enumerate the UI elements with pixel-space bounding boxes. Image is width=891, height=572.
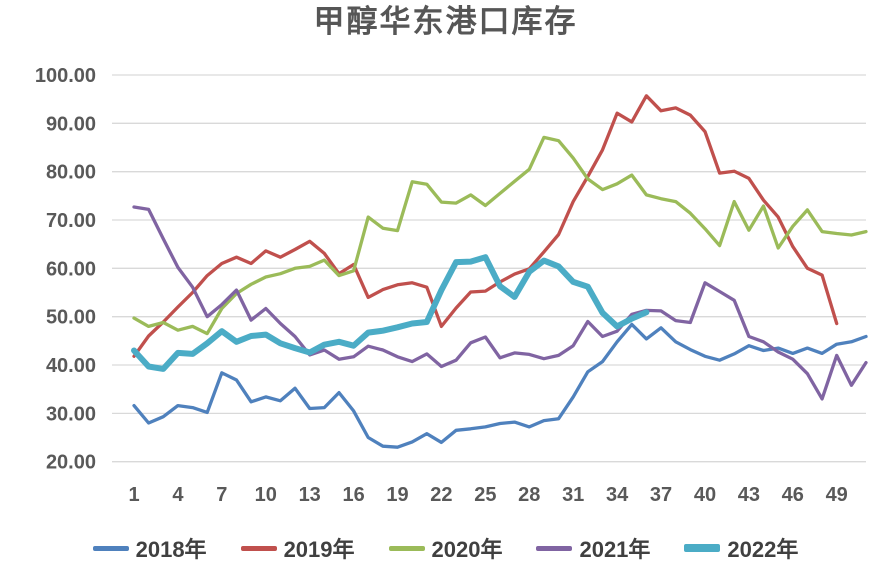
- y-tick-label: 20.00: [46, 452, 96, 474]
- legend-swatch-2020年: [388, 545, 425, 551]
- x-tick-label: 19: [386, 484, 408, 506]
- x-tick-label: 37: [650, 484, 672, 506]
- chart-title: 甲醇华东港口库存: [313, 4, 578, 39]
- legend-swatch-2018年: [92, 545, 129, 551]
- x-tick-label: 46: [782, 484, 804, 506]
- series-line-2020年: [132, 135, 868, 336]
- x-tick-label: 31: [562, 484, 584, 506]
- legend-swatch-2022年: [684, 544, 721, 552]
- legend-item-2019年: 2019年: [240, 532, 355, 564]
- legend-item-2021年: 2021年: [536, 532, 650, 564]
- legend-label: 2018年: [135, 537, 207, 562]
- legend-item-2018年: 2018年: [92, 532, 207, 564]
- y-tick-label: 50.00: [46, 307, 96, 329]
- legend-label: 2021年: [579, 537, 651, 562]
- x-tick-label: 28: [518, 484, 540, 506]
- x-tick-label: 25: [474, 484, 496, 506]
- legend-swatch-2021年: [536, 545, 573, 551]
- y-tick-label: 90.00: [46, 113, 96, 135]
- series-line-2018年: [132, 322, 868, 449]
- legend-swatch-2019年: [240, 545, 277, 551]
- series-line-2021年: [132, 205, 868, 401]
- legend-item-2022年: 2022年: [684, 532, 798, 564]
- y-tick-label: 60.00: [46, 258, 96, 280]
- x-tick-label: 10: [255, 484, 277, 506]
- legend: 2018年 2019年 2020年 2021年 2022年: [0, 528, 891, 568]
- x-tick-label: 22: [430, 484, 452, 506]
- y-tick-label: 30.00: [46, 403, 96, 425]
- series-line-2019年: [132, 94, 839, 358]
- x-tick-label: 7: [216, 484, 227, 506]
- legend-label: 2022年: [727, 537, 799, 562]
- y-tick-label: 40.00: [46, 355, 96, 377]
- x-tick-label: 40: [694, 484, 716, 506]
- x-tick-label: 49: [826, 484, 848, 506]
- x-tick-label: 13: [299, 484, 321, 506]
- x-tick-label: 43: [738, 484, 760, 506]
- x-tick-label: 4: [172, 484, 184, 506]
- series-line-2022年: [131, 254, 650, 372]
- y-tick-label: 80.00: [46, 162, 96, 184]
- y-tick-label: 70.00: [46, 210, 96, 232]
- y-tick-label: 100.00: [35, 65, 96, 87]
- legend-label: 2020年: [431, 537, 503, 562]
- legend-label: 2019年: [283, 537, 355, 562]
- x-tick-label: 16: [342, 484, 364, 506]
- x-tick-label: 34: [606, 484, 629, 506]
- legend-item-2020年: 2020年: [388, 532, 503, 564]
- x-tick-label: 1: [128, 484, 139, 506]
